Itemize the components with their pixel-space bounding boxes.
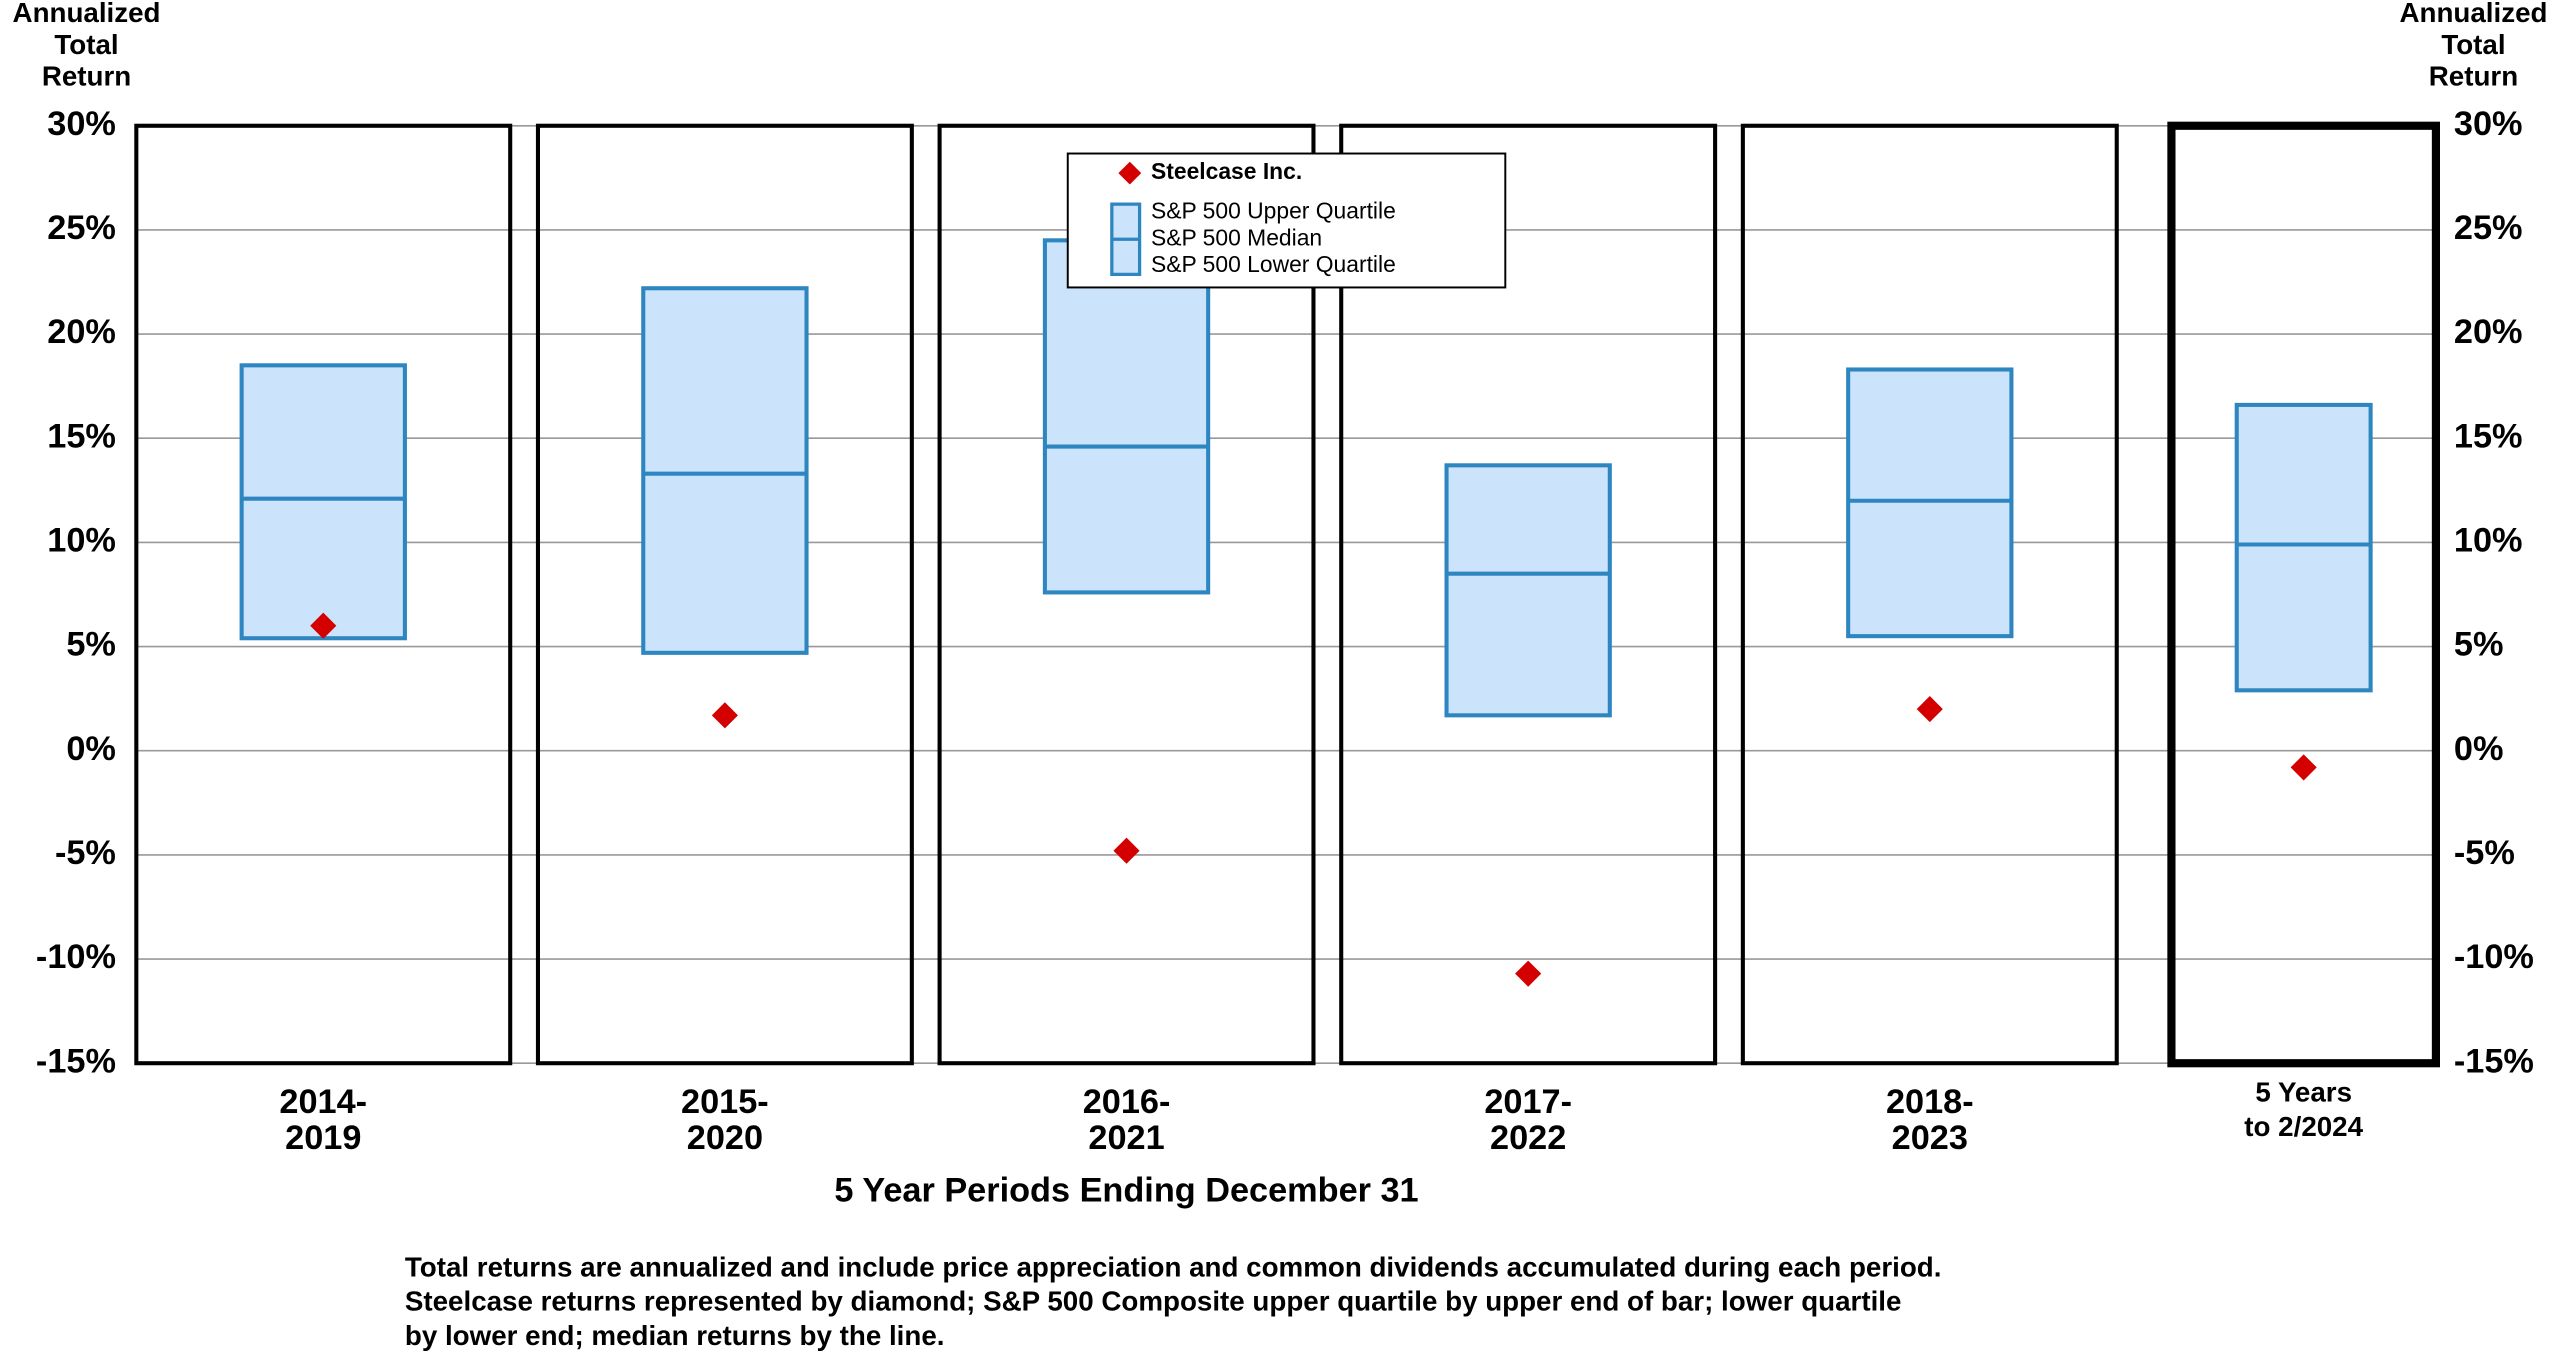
y-tick-label: 10% (47, 521, 116, 559)
footnote: Total returns are annualized and include… (405, 1251, 1942, 1282)
steelcase-diamond (1515, 960, 1542, 987)
x-tick-label: 2020 (687, 1119, 763, 1157)
y-tick-label: 0% (66, 730, 116, 768)
y-tick-label: 15% (47, 417, 116, 455)
y2-tick-label: -5% (2454, 834, 2515, 872)
x-tick-label: 2019 (285, 1119, 361, 1157)
y2-tick-label: 5% (2454, 626, 2504, 664)
legend-label: S&P 500 Lower Quartile (1151, 251, 1396, 277)
y2-tick-label: 30% (2454, 105, 2523, 143)
y2-axis-title: Total (2441, 29, 2505, 60)
y2-tick-label: 10% (2454, 521, 2523, 559)
x-tick-label: 2023 (1892, 1119, 1968, 1157)
y2-axis-title: Annualized (2399, 0, 2547, 28)
panel (1740, 123, 2119, 1066)
quartile-box (1444, 463, 1612, 718)
y-tick-label: -10% (36, 938, 116, 976)
x-tick-label: 2014- (279, 1083, 367, 1121)
x-axis-title: 5 Year Periods Ending December 31 (834, 1171, 1418, 1209)
steelcase-diamond (711, 702, 738, 729)
footnote: by lower end; median returns by the line… (405, 1320, 945, 1351)
quartile-box (2234, 402, 2373, 693)
panel (2167, 121, 2440, 1068)
y-axis-title: Total (54, 29, 118, 60)
y-tick-label: 30% (47, 105, 116, 143)
y2-tick-label: -10% (2454, 938, 2534, 976)
footnote: Steelcase returns represented by diamond… (405, 1286, 1902, 1317)
x-tick-label: 2018- (1886, 1083, 1974, 1121)
x-tick-label: 2021 (1088, 1119, 1164, 1157)
y-tick-label: -15% (36, 1042, 116, 1080)
x-tick-label: 2017- (1484, 1083, 1572, 1121)
steelcase-diamond (2290, 754, 2317, 781)
y-axis-title: Annualized (13, 0, 161, 28)
panel (937, 123, 1316, 1066)
panel (1339, 123, 1718, 1066)
quartile-box (239, 363, 407, 641)
panel (134, 123, 513, 1066)
y2-tick-label: 25% (2454, 209, 2523, 247)
y-axis-title: Return (42, 61, 131, 92)
x-tick-label: 5 Years (2255, 1077, 2352, 1108)
x-tick-label: to 2/2024 (2244, 1111, 2363, 1142)
panel (535, 123, 914, 1066)
y2-tick-label: -15% (2454, 1042, 2534, 1080)
y2-tick-label: 0% (2454, 730, 2504, 768)
y2-tick-label: 20% (2454, 313, 2523, 351)
y2-tick-label: 15% (2454, 417, 2523, 455)
x-tick-label: 2016- (1083, 1083, 1171, 1121)
legend-label: Steelcase Inc. (1151, 158, 1302, 184)
x-tick-label: 2015- (681, 1083, 769, 1121)
y-tick-label: 20% (47, 313, 116, 351)
y2-axis-title: Return (2429, 61, 2518, 92)
steelcase-diamond (1916, 696, 1943, 723)
quartile-box (1846, 367, 2014, 639)
y-tick-label: 25% (47, 209, 116, 247)
quartile-box (641, 286, 809, 655)
quartile-box (1042, 238, 1211, 595)
y-tick-label: -5% (55, 834, 116, 872)
steelcase-diamond (1113, 837, 1140, 864)
legend-label: S&P 500 Median (1151, 224, 1322, 250)
x-tick-label: 2022 (1490, 1119, 1566, 1157)
legend-label: S&P 500 Upper Quartile (1151, 197, 1396, 223)
y-tick-label: 5% (66, 626, 116, 664)
